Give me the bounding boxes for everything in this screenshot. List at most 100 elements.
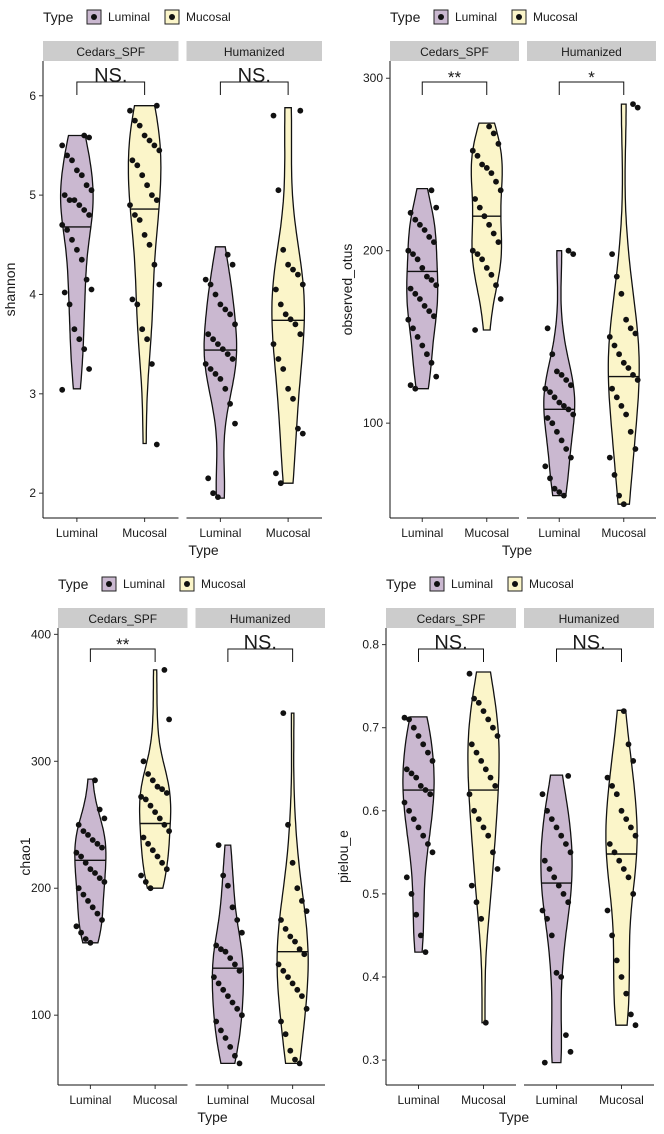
data-point [78, 853, 84, 860]
data-point [280, 710, 287, 716]
data-point [606, 841, 613, 847]
data-point [217, 301, 224, 308]
data-point [616, 857, 623, 864]
x-tick-label: Mucosal [266, 526, 311, 540]
bracket-line [421, 81, 488, 95]
data-point [101, 879, 108, 885]
legend: Type Luminal Mucosal [58, 576, 246, 592]
data-point [625, 365, 632, 371]
data-point [92, 777, 98, 784]
data-point [85, 898, 91, 904]
data-point [81, 346, 88, 352]
y-tick-label: 300 [31, 754, 51, 768]
data-point [222, 385, 229, 392]
data-point [61, 192, 68, 199]
y-tick-label: 100 [363, 416, 383, 430]
data-point [539, 907, 546, 914]
data-point [218, 946, 224, 953]
data-point [74, 246, 80, 253]
facet-label: Humanized [559, 612, 620, 626]
data-point [229, 261, 236, 268]
data-point [410, 325, 416, 332]
data-point [469, 247, 476, 254]
data-point [427, 791, 434, 798]
data-point [297, 107, 304, 114]
data-point [75, 821, 82, 828]
y-tick-label: 2 [29, 486, 36, 500]
data-point [428, 187, 435, 194]
data-point [417, 296, 423, 302]
data-point [80, 891, 87, 898]
data-point [154, 853, 161, 860]
data-point [207, 366, 214, 372]
data-point [490, 724, 496, 731]
data-point [632, 446, 639, 452]
data-point [426, 308, 433, 314]
data-point [632, 832, 639, 839]
y-tick-label: 200 [363, 244, 383, 258]
y-axis-title: shannon [2, 263, 18, 317]
data-point [89, 837, 96, 843]
x-tick-label: Luminal [69, 1093, 111, 1107]
significance-label: * [588, 68, 595, 87]
data-point [99, 844, 105, 851]
data-point [227, 311, 234, 318]
data-point [561, 403, 567, 409]
data-point [422, 949, 429, 955]
data-point [488, 271, 495, 278]
data-point [547, 475, 553, 482]
data-point [153, 102, 160, 109]
data-point [565, 247, 572, 254]
data-point [611, 342, 618, 349]
data-point [414, 334, 421, 340]
data-point [630, 101, 636, 107]
data-point [219, 346, 226, 352]
significance-label: NS. [572, 632, 605, 654]
data-point [236, 967, 243, 974]
data-point [415, 733, 422, 739]
data-point [66, 301, 73, 308]
data-point [278, 917, 284, 923]
data-point [482, 766, 489, 773]
data-point [625, 741, 632, 748]
data-point [634, 377, 641, 383]
facet-strip [524, 608, 654, 628]
data-point [159, 859, 166, 866]
data-point [547, 389, 553, 395]
data-point [215, 494, 221, 500]
x-tick-label: Luminal [207, 1093, 249, 1107]
legend-title: Type [386, 576, 417, 592]
data-point [299, 993, 305, 999]
data-point [417, 783, 424, 789]
x-tick-label: Luminal [199, 526, 241, 540]
data-point [76, 202, 83, 209]
data-point [132, 117, 138, 124]
data-point [415, 824, 422, 831]
data-point [280, 246, 287, 253]
data-point [620, 708, 627, 714]
data-point [554, 368, 560, 375]
data-point [129, 296, 136, 303]
facet-humanized: Humanized NS. Luminal Mucosal [524, 608, 654, 1107]
chart-panel-observed_otus: Type Luminal Mucosal Cedars_SPF ** Luminal Muc… [339, 9, 656, 558]
data-point [215, 980, 222, 987]
data-point [211, 974, 217, 980]
data-point [229, 999, 236, 1006]
data-point [299, 430, 306, 437]
data-point [147, 885, 154, 892]
data-point [225, 993, 231, 999]
data-point [630, 372, 636, 378]
data-point [551, 485, 558, 492]
data-point [232, 1052, 238, 1059]
y-tick-label: 0.5 [362, 887, 379, 901]
data-point [567, 1048, 574, 1055]
data-point [151, 142, 158, 149]
data-point [419, 265, 426, 271]
legend-key-point [169, 14, 175, 20]
data-point [295, 425, 301, 432]
y-tick-label: 100 [31, 1008, 51, 1022]
data-point [611, 849, 618, 856]
data-point [154, 783, 161, 790]
data-point [618, 974, 625, 980]
data-point [295, 271, 301, 278]
